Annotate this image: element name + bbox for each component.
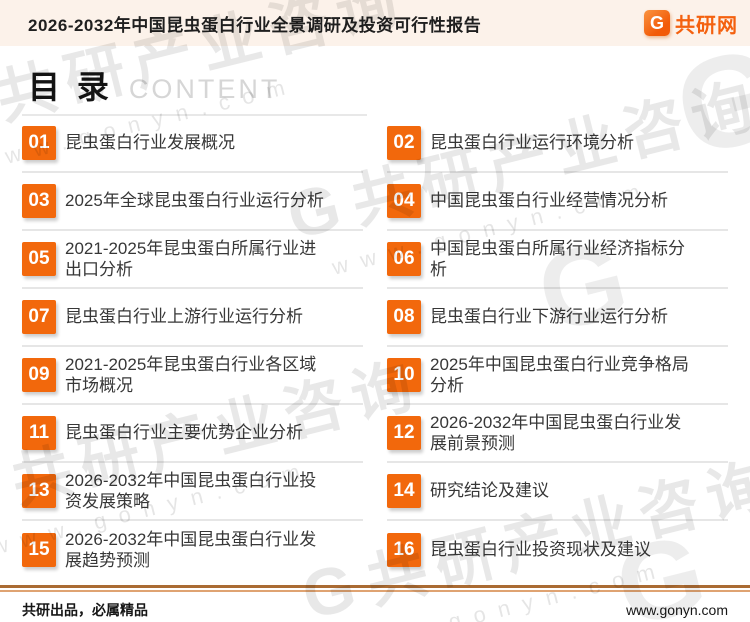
item-label: 昆虫蛋白行业运行环境分析: [430, 133, 634, 153]
item-number-badge: 01: [22, 126, 56, 160]
item-label: 昆虫蛋白行业投资现状及建议: [430, 540, 651, 560]
brand-logo-icon: G: [644, 10, 670, 36]
toc-item: 07 昆虫蛋白行业上游行业运行分析: [22, 289, 363, 347]
toc-title-en: CONTENT: [128, 74, 281, 104]
toc-item: 09 2021-2025年昆虫蛋白行业各区域市场概况: [22, 347, 363, 405]
toc-item: 08 昆虫蛋白行业下游行业运行分析: [387, 289, 728, 347]
item-number-badge: 02: [387, 126, 421, 160]
item-label: 2026-2032年中国昆虫蛋白行业发展前景预测: [430, 412, 682, 453]
item-label: 2021-2025年昆虫蛋白所属行业进出口分析: [65, 238, 317, 279]
toc-item: 04 中国昆虫蛋白行业经营情况分析: [387, 173, 728, 231]
item-label: 中国昆虫蛋白行业经营情况分析: [430, 191, 668, 211]
toc-item: 03 2025年全球昆虫蛋白行业运行分析: [22, 173, 363, 231]
toc-title-cn: 目 录: [28, 69, 113, 105]
item-number-badge: 10: [387, 358, 421, 392]
item-label: 2026-2032年中国昆虫蛋白行业投资发展策略: [65, 470, 317, 511]
item-number-badge: 03: [22, 184, 56, 218]
brand-logo-text: 共研网: [675, 14, 738, 37]
toc-item: 12 2026-2032年中国昆虫蛋白行业发展前景预测: [387, 405, 728, 463]
item-label: 昆虫蛋白行业发展概况: [65, 133, 235, 153]
item-number-badge: 13: [22, 474, 56, 508]
toc-item: 01 昆虫蛋白行业发展概况: [22, 115, 363, 173]
footer-row: 共研出品，必属精品 www.gonyn.com: [0, 592, 750, 620]
item-number-badge: 15: [22, 533, 56, 567]
toc-item: 06 中国昆虫蛋白所属行业经济指标分析: [387, 231, 728, 289]
watermark-logo-icon: G: [0, 448, 8, 534]
report-title: 2026-2032年中国昆虫蛋白行业全景调研及投资可行性报告: [28, 15, 482, 35]
item-number-badge: 11: [22, 416, 56, 450]
item-number-badge: 08: [387, 300, 421, 334]
item-label: 昆虫蛋白行业下游行业运行分析: [430, 307, 668, 327]
footer-divider-dark: [0, 585, 750, 588]
item-label: 2021-2025年昆虫蛋白行业各区域市场概况: [65, 354, 317, 395]
toc-item: 14 研究结论及建议: [387, 463, 728, 521]
item-label: 2026-2032年中国昆虫蛋白行业发展趋势预测: [65, 529, 317, 570]
item-label: 研究结论及建议: [430, 481, 549, 501]
item-number-badge: 05: [22, 242, 56, 276]
toc-item: 05 2021-2025年昆虫蛋白所属行业进出口分析: [22, 231, 363, 289]
item-label: 中国昆虫蛋白所属行业经济指标分析: [430, 238, 685, 279]
item-number-badge: 12: [387, 416, 421, 450]
footer-divider-light: [0, 590, 750, 592]
item-number-badge: 09: [22, 358, 56, 392]
item-label: 昆虫蛋白行业上游行业运行分析: [65, 307, 303, 327]
header: 2026-2032年中国昆虫蛋白行业全景调研及投资可行性报告 G 共研网: [0, 0, 750, 46]
item-number-badge: 16: [387, 533, 421, 567]
toc-item: 11 昆虫蛋白行业主要优势企业分析: [22, 405, 363, 463]
toc-item: 02 昆虫蛋白行业运行环境分析: [387, 115, 728, 173]
item-number-badge: 14: [387, 474, 421, 508]
item-number-badge: 06: [387, 242, 421, 276]
toc-item: 15 2026-2032年中国昆虫蛋白行业发展趋势预测: [22, 521, 363, 579]
footer-url: www.gonyn.com: [626, 602, 728, 618]
item-label: 2025年中国昆虫蛋白行业竞争格局分析: [430, 354, 689, 395]
brand-logo: G 共研网: [644, 9, 738, 38]
toc-item: 13 2026-2032年中国昆虫蛋白行业投资发展策略: [22, 463, 363, 521]
toc-grid: 01 昆虫蛋白行业发展概况 02 昆虫蛋白行业运行环境分析 03 2025年全球昆虫蛋白行…: [22, 115, 728, 579]
item-number-badge: 07: [22, 300, 56, 334]
item-label: 昆虫蛋白行业主要优势企业分析: [65, 423, 303, 443]
footer: 共研出品，必属精品 www.gonyn.com: [0, 585, 750, 622]
footer-slogan: 共研出品，必属精品: [22, 602, 148, 618]
toc-heading: 目 录 CONTENT: [28, 62, 750, 108]
item-number-badge: 04: [387, 184, 421, 218]
toc-item: 10 2025年中国昆虫蛋白行业竞争格局分析: [387, 347, 728, 405]
toc-item: 16 昆虫蛋白行业投资现状及建议: [387, 521, 728, 579]
heading-divider: [22, 114, 367, 116]
item-label: 2025年全球昆虫蛋白行业运行分析: [65, 191, 324, 211]
